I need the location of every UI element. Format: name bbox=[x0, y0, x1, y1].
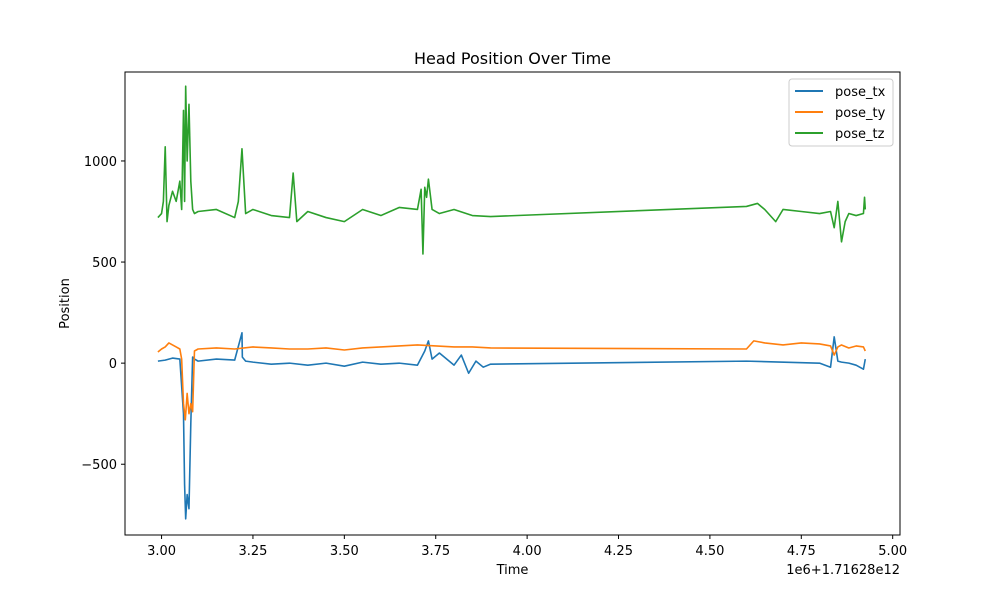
y-axis: −500 0 500 1000 bbox=[81, 155, 125, 473]
x-tick-label: 4.25 bbox=[604, 544, 633, 559]
legend-label-pose-ty: pose_ty bbox=[835, 106, 886, 121]
y-tick-label: 500 bbox=[92, 256, 117, 271]
y-tick-label: 1000 bbox=[84, 155, 117, 170]
series-line-pose-tz bbox=[157, 85, 867, 255]
y-axis-label: Position bbox=[58, 278, 73, 329]
x-axis: 3.00 3.25 3.50 3.75 4.00 4.25 4.50 4.75 5.00 bbox=[147, 535, 907, 559]
legend: pose_tx pose_ty pose_tz bbox=[788, 78, 894, 147]
x-tick-label: 5.00 bbox=[878, 544, 907, 559]
y-tick-label: 0 bbox=[109, 357, 117, 372]
legend-label-pose-tz: pose_tz bbox=[835, 127, 885, 142]
x-tick-label: 4.00 bbox=[513, 544, 542, 559]
series-line-pose-ty bbox=[157, 340, 866, 421]
x-tick-label: 3.00 bbox=[147, 544, 176, 559]
x-tick-label: 3.75 bbox=[421, 544, 450, 559]
legend-box bbox=[788, 78, 894, 147]
x-axis-label: Time bbox=[496, 563, 529, 578]
x-tick-label: 4.50 bbox=[695, 544, 724, 559]
series-line-pose-tx bbox=[157, 332, 867, 520]
chart-title: Head Position Over Time bbox=[414, 49, 611, 68]
x-tick-label: 4.75 bbox=[787, 544, 816, 559]
y-tick-label: −500 bbox=[81, 458, 117, 473]
axes-frame bbox=[124, 71, 901, 536]
plot-area bbox=[157, 85, 867, 520]
x-tick-label: 3.25 bbox=[238, 544, 267, 559]
x-axis-offset-label: 1e6+1.71628e12 bbox=[786, 563, 900, 578]
legend-label-pose-tx: pose_tx bbox=[835, 85, 886, 100]
x-tick-label: 3.50 bbox=[330, 544, 359, 559]
